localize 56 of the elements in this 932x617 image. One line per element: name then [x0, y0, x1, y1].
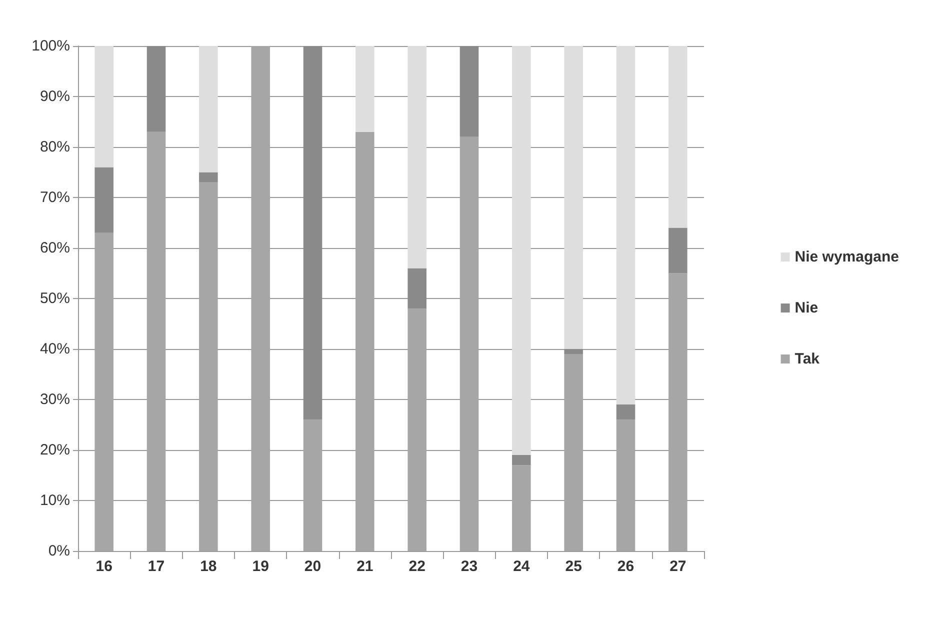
- y-tick-label: 10%: [40, 492, 70, 509]
- x-tick-label: 24: [513, 558, 530, 575]
- x-tick-label: 20: [304, 558, 322, 575]
- x-tick-label: 22: [408, 558, 426, 575]
- bar: [512, 455, 531, 466]
- bar: [199, 182, 218, 551]
- y-tick-label: 50%: [40, 290, 70, 307]
- y-tick-label: 60%: [40, 240, 70, 256]
- bar: [251, 46, 270, 551]
- x-tick-label: 27: [670, 558, 686, 575]
- bar: [668, 46, 688, 228]
- bar: [356, 132, 374, 551]
- y-tick-label: 20%: [40, 442, 70, 458]
- bar: [94, 46, 114, 168]
- x-tick-label: 19: [252, 558, 269, 575]
- bar: [94, 167, 114, 233]
- bar: [616, 420, 636, 551]
- x-tick-label: 23: [460, 558, 478, 575]
- bar: [512, 46, 531, 456]
- x-tick-label: 18: [200, 558, 217, 575]
- bar: [199, 46, 218, 172]
- x-tick-label: 21: [356, 558, 374, 575]
- y-tick-label: 30%: [40, 391, 70, 408]
- bar: [146, 132, 166, 551]
- bar: [94, 232, 114, 551]
- bar: [616, 404, 636, 420]
- y-tick-label: 0%: [48, 542, 70, 560]
- bar: [668, 273, 688, 551]
- bar: [199, 172, 218, 182]
- bar: [564, 46, 583, 349]
- y-tick-label: 70%: [40, 189, 70, 206]
- legend-label: Nie: [794, 300, 818, 316]
- y-tick-label: 80%: [40, 138, 70, 156]
- legend-label: Nie wymagane: [794, 248, 900, 266]
- bar: [564, 354, 583, 551]
- y-tick-label: 100%: [32, 38, 70, 54]
- bar: [356, 46, 374, 132]
- bar: [512, 465, 531, 551]
- bar: [616, 46, 636, 405]
- legend-label: Tak: [794, 350, 820, 368]
- x-tick-label: 16: [96, 558, 112, 575]
- bar: [408, 268, 426, 309]
- bar: [668, 228, 688, 274]
- bar: [408, 308, 426, 551]
- x-tick-label: 17: [148, 558, 165, 575]
- x-tick-label: 26: [617, 558, 634, 575]
- bar: [303, 46, 322, 420]
- bar: [146, 46, 166, 132]
- bar: [408, 46, 426, 268]
- bar: [460, 136, 479, 551]
- y-tick-label: 40%: [40, 340, 70, 358]
- bar: [460, 46, 479, 137]
- x-tick-label: 25: [565, 558, 582, 575]
- bar: [564, 349, 583, 354]
- bar: [303, 420, 322, 551]
- y-tick-label: 90%: [40, 88, 70, 105]
